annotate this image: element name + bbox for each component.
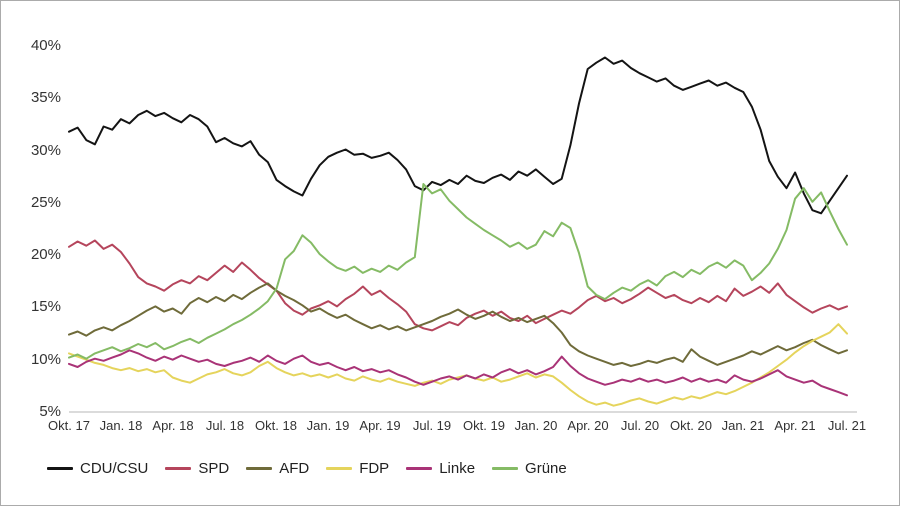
x-tick-label: Jul. 19 [412, 418, 452, 433]
series-line-cdu-csu [68, 56, 848, 215]
x-tick-label: Apr. 20 [567, 418, 609, 433]
legend-item-fdp: FDP [326, 460, 389, 477]
x-tick-label: Jul. 18 [205, 418, 245, 433]
x-tick-label: Jan. 18 [99, 418, 143, 433]
series-line-afd [68, 282, 848, 367]
legend-label: Grüne [525, 460, 567, 477]
y-tick-label: 5% [39, 403, 61, 420]
x-tick-label: Apr. 19 [359, 418, 401, 433]
legend-item-grune: Grüne [492, 460, 567, 477]
x-tick-label: Okt. 19 [463, 418, 505, 433]
x-tick-label: Apr. 18 [152, 418, 194, 433]
legend-label: SPD [198, 460, 230, 477]
x-tick-label: Apr. 21 [774, 418, 816, 433]
x-tick-label: Jan. 21 [721, 418, 765, 433]
legend-item-spd: SPD [165, 460, 229, 477]
series-line-linke [68, 349, 848, 397]
series-line-spd [68, 239, 848, 332]
x-tick-label: Jan. 19 [306, 418, 350, 433]
y-tick-label: 35% [30, 89, 61, 106]
series-line-fdp [68, 323, 848, 407]
legend-swatch-fdp [326, 467, 353, 470]
series-line-grune [68, 183, 848, 360]
legend-label: Linke [439, 460, 476, 477]
chart-legend: CDU/CSU SPD AFD FDP Linke Grüne [47, 460, 567, 477]
legend-label: FDP [359, 460, 390, 477]
x-tick-label: Okt. 20 [670, 418, 712, 433]
y-tick-label: 10% [30, 351, 61, 368]
x-tick-label: Okt. 17 [48, 418, 90, 433]
legend-label: AFD [279, 460, 310, 477]
y-tick-label: 20% [30, 246, 61, 263]
y-tick-label: 15% [30, 298, 61, 315]
legend-swatch-cdu-csu [47, 467, 73, 470]
legend-label: CDU/CSU [80, 460, 149, 477]
x-tick-label: Jul. 20 [620, 418, 660, 433]
legend-swatch-spd [165, 467, 192, 470]
legend-item-linke: Linke [406, 460, 475, 477]
legend-item-afd: AFD [246, 460, 309, 477]
x-tick-label: Jul. 21 [827, 418, 867, 433]
x-tick-label: Okt. 18 [255, 418, 297, 433]
legend-swatch-linke [406, 467, 433, 470]
legend-swatch-afd [246, 467, 273, 470]
legend-swatch-grune [492, 467, 519, 470]
x-tick-label: Jan. 20 [514, 418, 558, 433]
y-tick-label: 25% [30, 194, 61, 211]
legend-item-cdu-csu: CDU/CSU [47, 460, 148, 477]
y-tick-label: 40% [30, 37, 61, 54]
y-tick-label: 30% [30, 142, 61, 159]
